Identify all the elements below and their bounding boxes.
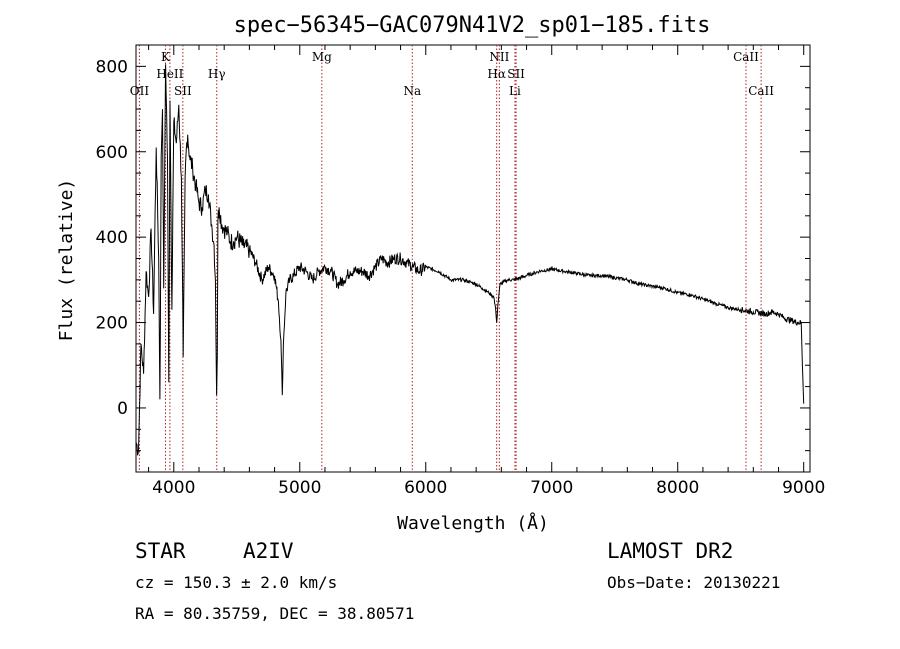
- x-tick-label: 5000: [278, 478, 321, 498]
- y-axis-label: Flux (relative): [56, 179, 77, 342]
- object-type: STAR: [135, 539, 186, 563]
- y-tick-label: 400: [96, 228, 128, 248]
- spectral-line-label: Na: [403, 84, 421, 98]
- survey-name: LAMOST DR2: [607, 539, 733, 563]
- y-tick-label: 800: [96, 57, 128, 77]
- spectral-line-label: NII: [489, 50, 509, 64]
- y-tick-label: 200: [96, 314, 128, 334]
- plot-frame: [135, 44, 811, 473]
- spectral-line-label: Mg: [312, 50, 332, 64]
- coordinates-text: RA = 80.35759, DEC = 38.80571: [135, 604, 414, 623]
- spectral-line-label: Hγ: [208, 67, 226, 81]
- spectrum-line: [135, 64, 805, 457]
- y-tick-label: 0: [117, 399, 128, 419]
- spectral-line-label: Hα: [487, 67, 506, 81]
- spectral-line-label: SII: [507, 67, 525, 81]
- spectral-line-label: CaII: [748, 84, 774, 98]
- spectral-line-label: SII: [174, 84, 192, 98]
- x-axis-label: Wavelength (Å): [397, 512, 549, 534]
- spectral-line-label: K: [161, 50, 171, 64]
- x-tick-label: 6000: [404, 478, 447, 498]
- info-panel: STAR A2IV cz = 150.3 ± 2.0 km/s RA = 80.…: [135, 539, 780, 623]
- y-tick-label: 600: [96, 143, 128, 163]
- obs-date: Obs−Date: 20130221: [607, 573, 780, 592]
- x-tick-label: 7000: [530, 478, 573, 498]
- spectral-line-label: Li: [509, 84, 521, 98]
- x-tick-label: 8000: [656, 478, 699, 498]
- axis-ticks: 4000 5000 6000 7000 8000 9000 0 200 400 600 800: [96, 44, 825, 498]
- x-tick-label: 4000: [152, 478, 195, 498]
- spectral-line-label: CaII: [733, 50, 759, 64]
- chart-title: spec−56345−GAC079N41V2_sp01−185.fits: [234, 13, 711, 38]
- spectral-line-label: HeII: [156, 67, 183, 81]
- spectral-subclass: A2IV: [243, 539, 294, 563]
- x-tick-label: 9000: [782, 478, 825, 498]
- redshift-text: cz = 150.3 ± 2.0 km/s: [135, 573, 337, 592]
- spectral-line-label: OII: [130, 84, 150, 98]
